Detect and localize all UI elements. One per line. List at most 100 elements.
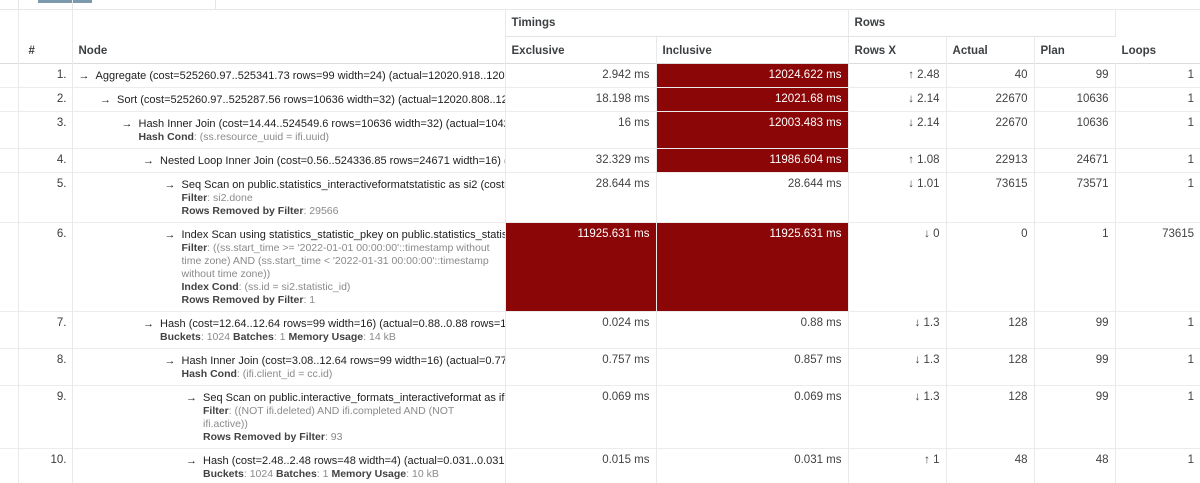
detail-label: Rows Removed by Filter xyxy=(203,431,325,443)
plan-node-label[interactable]: → Hash (cost=2.48..2.48 rows=48 width=4) … xyxy=(73,454,505,468)
node-arrow-icon: → xyxy=(164,355,176,367)
edge-cell xyxy=(0,111,19,149)
node-text: Hash (cost=12.64..12.64 rows=99 width=16… xyxy=(160,318,505,330)
table-row: 8. → Hash Inner Join (cost=3.08..12.64 row… xyxy=(0,348,1200,386)
plan-node-label[interactable]: → Seq Scan on public.statistics_interacti… xyxy=(73,178,505,192)
plan-node-label[interactable]: → Sort (cost=525260.97..525287.56 rows=10… xyxy=(73,93,505,107)
row-number: 8. xyxy=(18,348,73,386)
node-cell: → Hash (cost=12.64..12.64 rows=99 width=1… xyxy=(72,311,506,349)
rows-x-cell: ↓ 1.3 xyxy=(848,385,947,449)
edge-cell xyxy=(0,385,19,449)
detail-label: Buckets xyxy=(160,331,201,343)
row-number: 2. xyxy=(18,87,73,112)
node-text: Seq Scan on public.statistics_interactiv… xyxy=(181,179,505,191)
plan-node-label[interactable]: → Hash (cost=12.64..12.64 rows=99 width=1… xyxy=(73,317,505,331)
edge-cell xyxy=(0,148,19,173)
exclusive-time-cell: 0.069 ms xyxy=(505,385,657,449)
plan-node-label[interactable]: → Nested Loop Inner Join (cost=0.56..5243… xyxy=(73,154,504,168)
node-cell: → Index Scan using statistics_statistic_p… xyxy=(72,222,506,312)
plan-rows-cell: 24671 xyxy=(1034,148,1116,173)
plan-node-label[interactable]: → Index Scan using statistics_statistic_p… xyxy=(73,228,505,242)
divider xyxy=(215,0,216,9)
detail-label: Memory Usage xyxy=(328,468,407,480)
node-text: Index Scan using statistics_statistic_pk… xyxy=(181,229,505,241)
node-text: Sort (cost=525260.97..525287.56 rows=106… xyxy=(117,94,505,106)
plan-node-label[interactable]: → Seq Scan on public.interactive_formats_… xyxy=(73,391,504,405)
edge-cell xyxy=(0,448,19,483)
rows-x-cell: ↑ 2.48 xyxy=(848,63,947,88)
node-cell: → Sort (cost=525260.97..525287.56 rows=10… xyxy=(72,87,506,112)
exclusive-time-cell: 18.198 ms xyxy=(505,87,657,112)
actual-rows-cell: 73615 xyxy=(946,172,1035,223)
inclusive-time-cell: 0.857 ms xyxy=(656,348,849,386)
top-strip xyxy=(0,0,1200,9)
row-number: 10. xyxy=(18,448,73,483)
edge-cell xyxy=(0,63,19,88)
table-row: 7. → Hash (cost=12.64..12.64 rows=99 width… xyxy=(0,311,1200,349)
node-detail: Rows Removed by Filter: 29566 xyxy=(181,205,339,217)
node-text: Aggregate (cost=525260.97..525341.73 row… xyxy=(95,70,505,82)
node-text: Hash (cost=2.48..2.48 rows=48 width=4) (… xyxy=(203,455,505,467)
actual-rows-cell: 48 xyxy=(946,448,1035,483)
column-header-number: # xyxy=(18,9,73,64)
row-number: 3. xyxy=(18,111,73,149)
table-row: 3. → Hash Inner Join (cost=14.44..524549.6… xyxy=(0,111,1200,149)
plan-rows-cell: 73571 xyxy=(1034,172,1116,223)
plan-rows-cell: 48 xyxy=(1034,448,1116,483)
node-cell: → Hash Inner Join (cost=3.08..12.64 rows=… xyxy=(72,348,506,386)
loops-cell: 1 xyxy=(1187,93,1195,105)
rows-x-cell: ↑ 1 xyxy=(848,448,947,483)
plan-table-body: 1. → Aggregate (cost=525260.97..525341.73 … xyxy=(0,63,1200,483)
rows-x-cell: ↓ 2.14 xyxy=(848,87,947,112)
inclusive-time-cell: 0.88 ms xyxy=(656,311,849,349)
plan-node-label[interactable]: → Hash Inner Join (cost=14.44..524549.6 r… xyxy=(73,117,505,131)
node-arrow-icon: → xyxy=(143,318,154,330)
column-header-node: Node xyxy=(72,9,506,64)
divider xyxy=(72,0,73,9)
node-detail: Filter: si2.done xyxy=(181,192,253,204)
row-number: 6. xyxy=(18,222,73,312)
node-detail: Hash Cond: (ss.resource_uuid = ifi.uuid) xyxy=(138,131,330,143)
inclusive-time-cell: 11925.631 ms xyxy=(656,222,849,312)
node-detail: Buckets: 1024 Batches: 1 Memory Usage: 1… xyxy=(160,331,396,343)
node-arrow-icon: → xyxy=(186,392,197,404)
inclusive-time-cell: 0.069 ms xyxy=(656,385,849,449)
loops-cell: 1 xyxy=(1187,154,1195,166)
detail-label: Hash Cond xyxy=(138,131,194,143)
column-header-exclusive: Exclusive xyxy=(505,36,657,64)
detail-label: Rows Removed by Filter xyxy=(181,294,304,306)
column-group-rows: Rows xyxy=(848,9,1116,37)
actual-rows-cell: 128 xyxy=(946,348,1035,386)
actual-rows-cell: 128 xyxy=(946,385,1035,449)
loops-cell: 1 xyxy=(1187,391,1195,403)
exclusive-time-cell: 0.024 ms xyxy=(505,311,657,349)
inclusive-time-cell: 12021.68 ms xyxy=(656,87,849,112)
node-detail: Index Cond: (ss.id = si2.statistic_id) xyxy=(181,281,351,293)
table-row: 6. → Index Scan using statistics_statistic… xyxy=(0,222,1200,312)
loops-cell: 1 xyxy=(1187,354,1195,366)
exclusive-time-cell: 28.644 ms xyxy=(505,172,657,223)
detail-label: Hash Cond xyxy=(181,368,237,380)
edge-column-header xyxy=(0,9,19,64)
plan-rows-cell: 99 xyxy=(1034,63,1116,88)
table-row: 10. → Hash (cost=2.48..2.48 rows=48 width=… xyxy=(0,448,1200,483)
node-cell: → Nested Loop Inner Join (cost=0.56..5243… xyxy=(72,148,506,173)
plan-node-label[interactable]: → Hash Inner Join (cost=3.08..12.64 rows=… xyxy=(73,354,505,368)
detail-label: Memory Usage xyxy=(285,331,364,343)
column-header-rows-x: Rows X xyxy=(848,36,947,64)
inclusive-time-cell: 12003.483 ms xyxy=(656,111,849,149)
node-arrow-icon: → xyxy=(143,155,154,167)
column-group-timings: Timings xyxy=(505,9,849,37)
row-number: 9. xyxy=(18,385,73,449)
node-arrow-icon: → xyxy=(78,70,90,82)
node-arrow-icon: → xyxy=(186,455,197,467)
node-detail: Hash Cond: (ifi.client_id = cc.id) xyxy=(181,368,333,380)
node-cell: → Aggregate (cost=525260.97..525341.73 ro… xyxy=(72,63,506,88)
column-header-plan: Plan xyxy=(1034,36,1116,64)
row-number: 7. xyxy=(18,311,73,349)
detail-label: Filter xyxy=(181,192,208,204)
column-header-loops: Loops xyxy=(1115,9,1200,64)
plan-node-label[interactable]: → Aggregate (cost=525260.97..525341.73 ro… xyxy=(73,69,505,83)
node-detail: Filter: ((NOT ifi.deleted) AND ifi.compl… xyxy=(203,405,455,430)
